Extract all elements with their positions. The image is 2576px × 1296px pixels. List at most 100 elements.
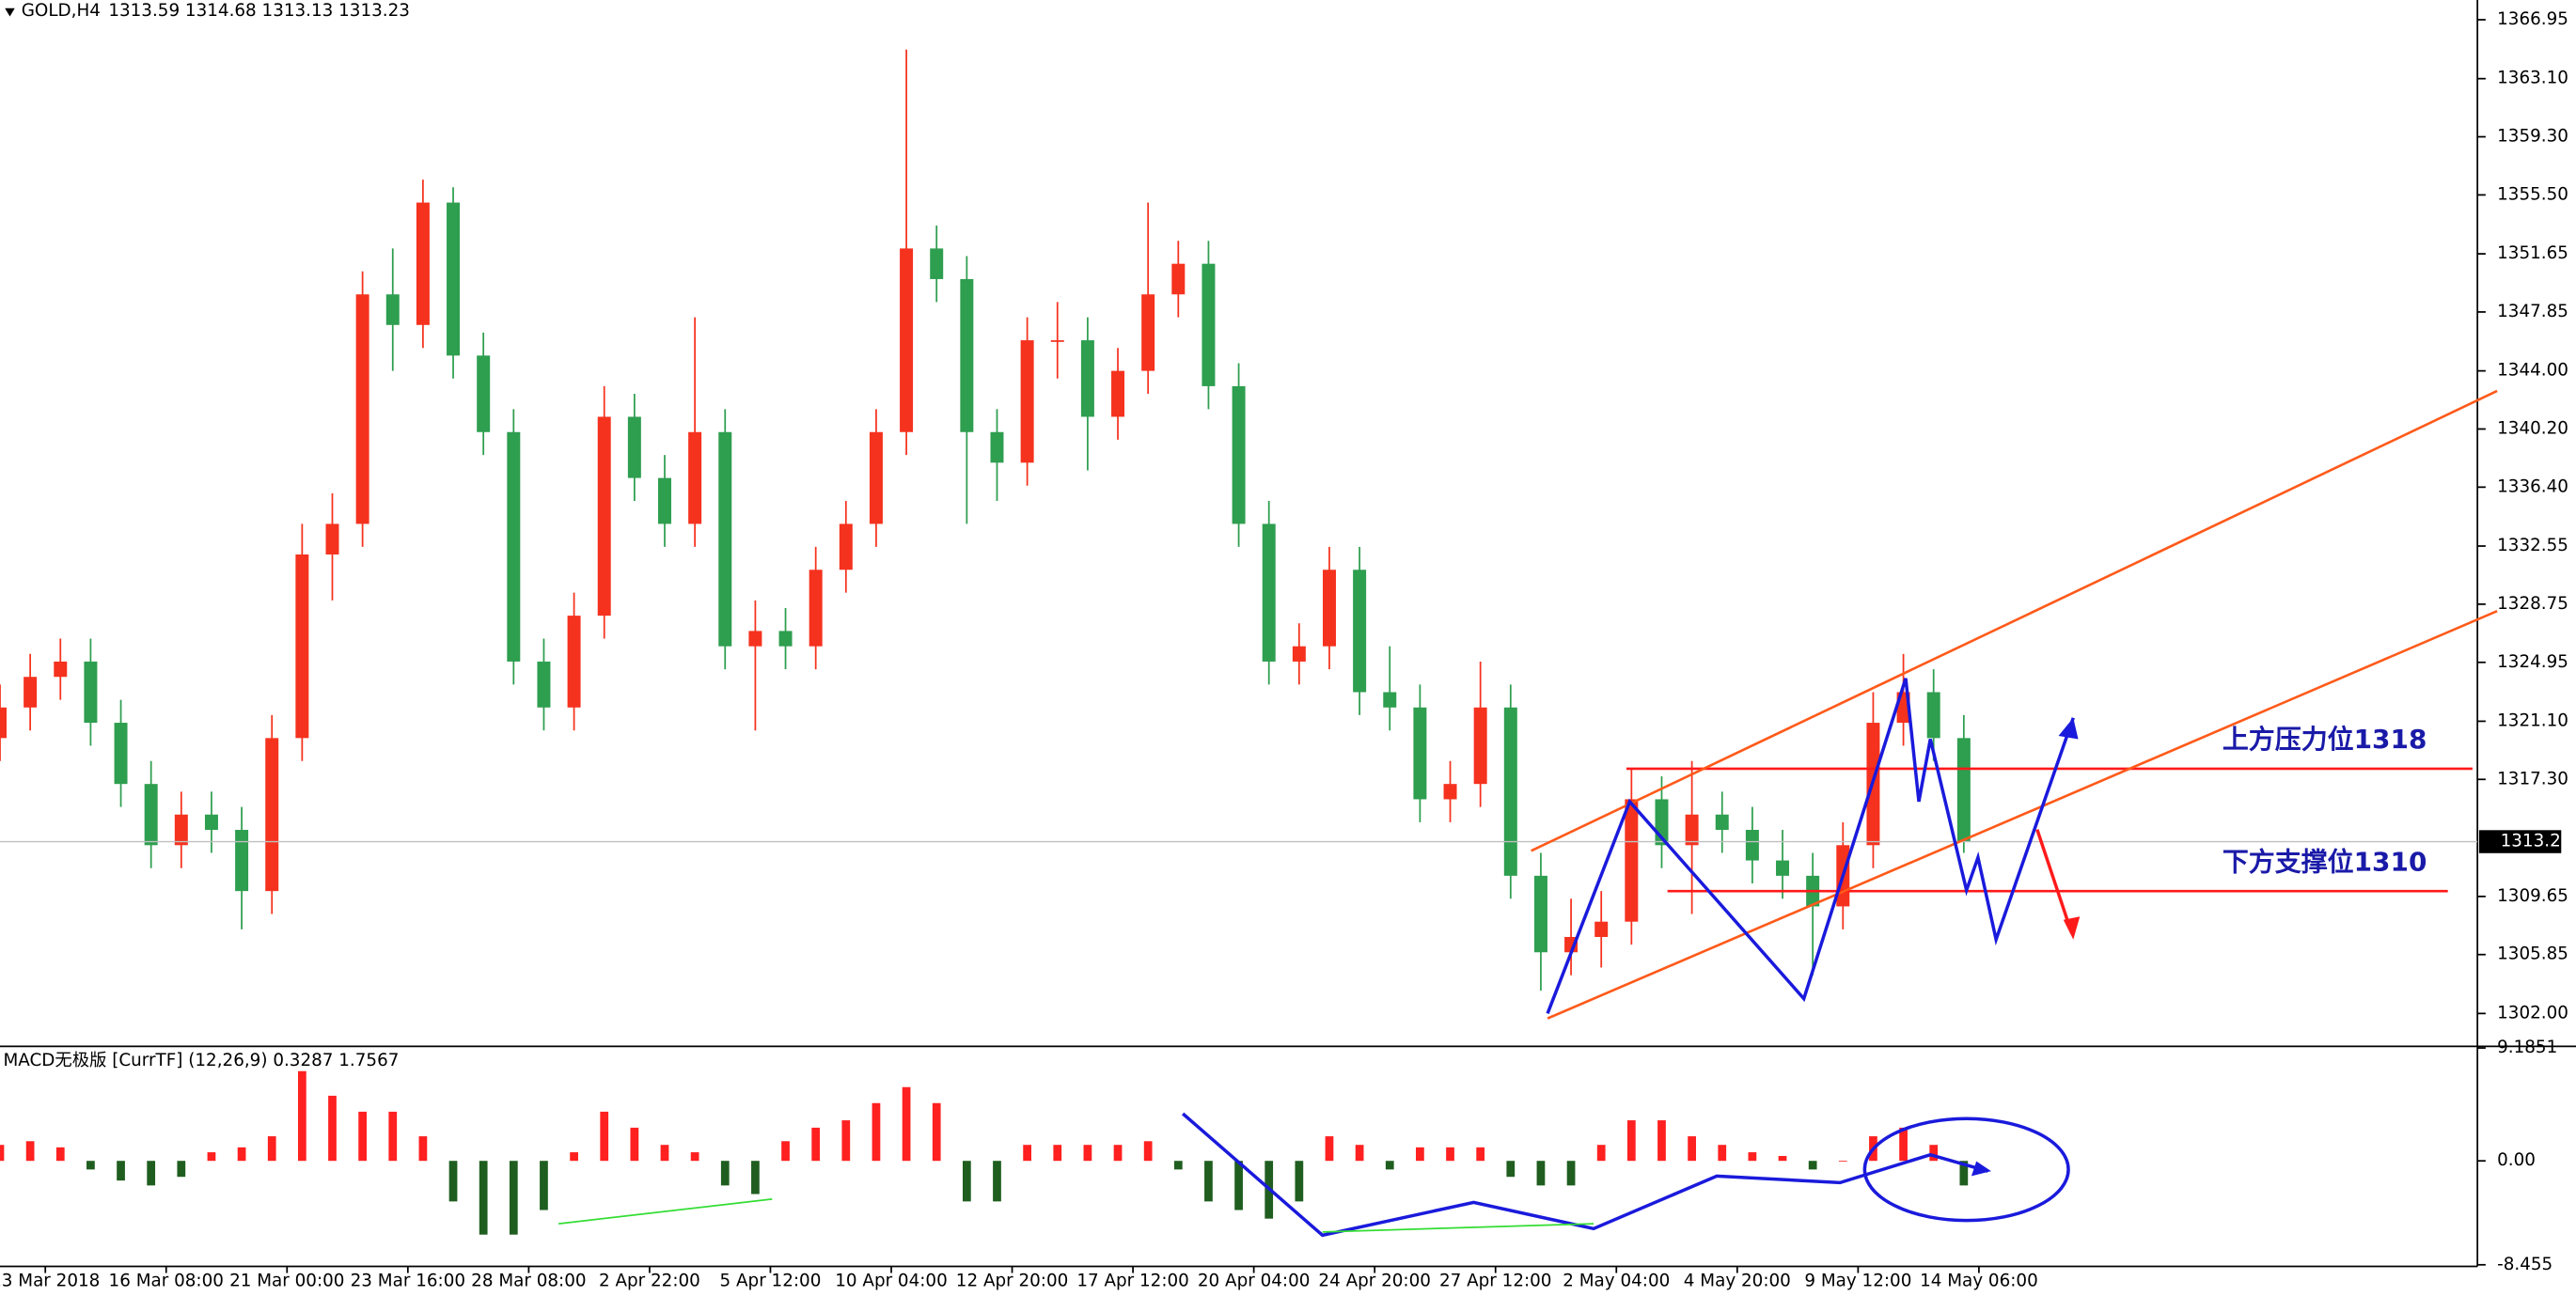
- candle-body: [355, 294, 369, 524]
- candle-body: [1232, 385, 1246, 524]
- x-tick-label: 12 Apr 20:00: [956, 1271, 1068, 1290]
- candle-body: [265, 738, 279, 892]
- macd-bar: [1355, 1145, 1364, 1162]
- macd-bar: [570, 1152, 578, 1162]
- macd-bar: [1416, 1147, 1424, 1162]
- candle-body: [658, 477, 671, 524]
- y-tick-label: 1366.95: [2497, 9, 2568, 29]
- candle-body: [507, 431, 521, 662]
- channel-upper: [1531, 389, 2498, 852]
- candle-body: [1533, 875, 1547, 953]
- macd-bar: [509, 1161, 518, 1235]
- macd-bar: [86, 1161, 95, 1170]
- macd-bar: [902, 1086, 911, 1162]
- macd-bar: [358, 1111, 368, 1162]
- current-price-box: [2478, 830, 2562, 853]
- x-tick-label: 27 Apr 12:00: [1439, 1271, 1551, 1290]
- macd-bar: [1566, 1161, 1576, 1186]
- candle-body: [1322, 570, 1336, 647]
- ohlc-text: 1313.59 1314.68 1313.13 1313.23: [108, 1, 410, 21]
- candle-body: [1353, 570, 1367, 693]
- macd-bar: [781, 1141, 790, 1162]
- macd-bar: [1688, 1136, 1696, 1162]
- candle-body: [1050, 340, 1064, 342]
- symbol-title: GOLD,H4: [22, 1, 101, 21]
- candle-body: [900, 248, 914, 432]
- candle-body: [24, 677, 38, 708]
- channel-lower: [1547, 609, 2498, 1020]
- candle-body: [990, 431, 1004, 463]
- macd-bar: [811, 1127, 821, 1162]
- x-tick-label: 2 May 04:00: [1563, 1271, 1670, 1290]
- macd-divergence: [558, 1198, 773, 1225]
- macd-bar: [660, 1145, 669, 1162]
- candle-body: [447, 202, 461, 356]
- macd-bar: [751, 1161, 760, 1195]
- macd-bar: [267, 1136, 276, 1162]
- current-price-label: 1313.23: [2501, 832, 2572, 851]
- y-tick-label: 1309.65: [2497, 886, 2568, 906]
- candle-body: [54, 661, 68, 678]
- candle-body: [1171, 263, 1186, 295]
- y-tick-label: 1351.65: [2497, 243, 2568, 263]
- y-tick-label: 1332.55: [2497, 536, 2568, 555]
- candle-body: [627, 416, 641, 478]
- candle-body: [839, 523, 853, 570]
- candle-body: [688, 431, 702, 524]
- wave-path: [1546, 678, 2075, 1015]
- macd-bar: [418, 1136, 428, 1162]
- macd-bar: [1899, 1127, 1908, 1162]
- macd-bar: [1838, 1161, 1847, 1163]
- macd-bar: [1234, 1161, 1243, 1210]
- candle-body: [1776, 860, 1790, 876]
- macd-wave: [1182, 1112, 1988, 1238]
- candle-body: [1926, 692, 1940, 739]
- price-level-label: 下方支撑位1310: [2223, 846, 2427, 877]
- y-tick-label: 9.1851: [2497, 1038, 2557, 1057]
- candle-body: [1292, 646, 1306, 662]
- macd-bar: [600, 1111, 609, 1162]
- y-tick-label: 1321.10: [2497, 710, 2568, 730]
- menu-triangle: [5, 8, 15, 17]
- macd-bar: [1718, 1145, 1727, 1162]
- macd-bar: [448, 1161, 458, 1202]
- candle-body: [1503, 707, 1517, 876]
- candle-body: [567, 616, 581, 708]
- y-tick-label: 1302.00: [2497, 1003, 2568, 1023]
- candle-body: [960, 278, 974, 432]
- y-tick-label: -8.455: [2497, 1255, 2552, 1274]
- macd-bar: [117, 1161, 125, 1181]
- macd-bar: [25, 1141, 35, 1162]
- candle-body: [295, 554, 309, 739]
- macd-bar: [872, 1102, 881, 1162]
- marks: 1366.95 1363.10 1359.30 1355.50 1351.65 1347.…: [0, 9, 2571, 1290]
- x-tick-label: 2 Apr 22:00: [599, 1271, 700, 1290]
- price-level-label: 上方压力位1318: [2223, 724, 2427, 755]
- arrow-head: [2058, 717, 2079, 740]
- macd-bar: [207, 1152, 216, 1162]
- candle-body: [385, 294, 400, 325]
- macd-bar: [55, 1147, 65, 1162]
- candle-body: [809, 570, 823, 647]
- candle-body: [778, 631, 793, 647]
- candle-body: [869, 431, 883, 524]
- candle-body: [1473, 707, 1487, 785]
- macd-bar: [630, 1127, 639, 1162]
- macd-bar: [1657, 1120, 1666, 1162]
- arrow-head: [2063, 916, 2081, 940]
- candle-body: [84, 661, 98, 724]
- macd-bar: [1959, 1161, 1969, 1186]
- candle-body: [114, 723, 128, 785]
- candle-body: [748, 631, 762, 647]
- y-tick-label: 0.00: [2497, 1150, 2536, 1170]
- candle-body: [1956, 738, 1971, 842]
- y-tick-label: 1336.40: [2497, 476, 2568, 496]
- candle-body: [718, 431, 732, 647]
- macd-bar: [1083, 1145, 1092, 1162]
- macd-bar: [1536, 1161, 1546, 1186]
- candle-body: [174, 814, 188, 846]
- y-tick-label: 1305.85: [2497, 945, 2568, 964]
- x-tick-label: 16 Mar 08:00: [109, 1271, 224, 1290]
- candle-body: [1443, 784, 1457, 800]
